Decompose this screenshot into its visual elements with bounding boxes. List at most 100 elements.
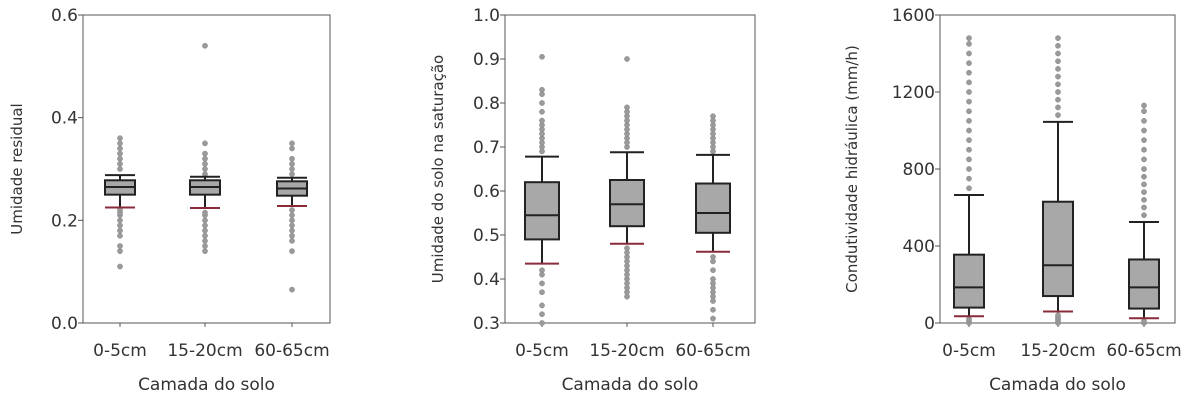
y-tick-label: 800 xyxy=(903,160,935,180)
y-tick-label: 1200 xyxy=(892,83,935,103)
outlier-point xyxy=(117,263,123,270)
outlier-point xyxy=(966,35,972,41)
outlier-point xyxy=(289,217,295,224)
outlier-point xyxy=(1141,118,1147,124)
outlier-point xyxy=(202,150,208,157)
outlier-point xyxy=(289,248,295,254)
outlier-point xyxy=(966,137,972,143)
outlier-point xyxy=(117,150,123,157)
x-tick-label: 60-65cm xyxy=(254,341,329,361)
y-tick-label: 0.3 xyxy=(473,314,500,334)
plot-frame xyxy=(504,14,756,324)
outlier-point xyxy=(202,238,208,244)
outlier-point xyxy=(117,232,123,239)
outlier-point xyxy=(966,185,972,192)
box-3-3 xyxy=(1128,102,1160,326)
outlier-point xyxy=(966,175,972,182)
outlier-point xyxy=(117,166,123,172)
box-3-1 xyxy=(953,35,985,326)
box-2-3 xyxy=(695,113,731,322)
outlier-point xyxy=(539,311,545,318)
outlier-point xyxy=(966,69,972,76)
outlier-point xyxy=(1055,81,1061,88)
y-tick-label: 0.4 xyxy=(51,109,78,129)
outlier-point xyxy=(539,86,545,93)
outlier-point xyxy=(1141,318,1147,324)
y-tick-label: 0.2 xyxy=(51,211,78,231)
outlier-point xyxy=(539,53,545,60)
chart-panel-3: 0 400 800 1200 1600 Condutividade hidráulica … xyxy=(843,6,1182,395)
outlier-point xyxy=(117,135,123,142)
outlier-point xyxy=(1141,204,1147,211)
x-tick-label: 15-20cm xyxy=(589,341,664,361)
outlier-point xyxy=(289,286,295,293)
outlier-point xyxy=(289,166,295,172)
outlier-point xyxy=(1141,212,1147,219)
outlier-point xyxy=(1055,104,1061,111)
outlier-point xyxy=(1055,50,1061,57)
outlier-point xyxy=(1055,89,1061,95)
outlier-point xyxy=(1055,96,1061,103)
outlier-point xyxy=(624,104,630,111)
outlier-point xyxy=(1141,156,1147,163)
outlier-point xyxy=(539,100,545,106)
outlier-point xyxy=(966,156,972,163)
outlier-point xyxy=(966,108,972,115)
outlier-point xyxy=(117,217,123,224)
y-tick-label: 0.5 xyxy=(473,226,500,246)
box-iqr xyxy=(524,181,560,241)
outlier-point xyxy=(1055,35,1061,41)
outlier-point xyxy=(966,166,972,172)
x-tick-label: 60-65cm xyxy=(675,341,750,361)
outlier-point xyxy=(289,238,295,244)
outlier-point xyxy=(539,117,545,124)
x-tick-label: 0-5cm xyxy=(942,341,996,361)
outlier-point xyxy=(117,140,123,147)
outlier-point xyxy=(710,254,716,260)
y-tick-label: 1.0 xyxy=(473,6,500,26)
outlier-point xyxy=(710,315,716,322)
outlier-point xyxy=(966,50,972,57)
outlier-point xyxy=(202,140,208,147)
outlier-point xyxy=(289,227,295,234)
outlier-point xyxy=(1141,166,1147,172)
outlier-point xyxy=(202,232,208,239)
outlier-point xyxy=(1141,108,1147,115)
outlier-point xyxy=(710,267,716,274)
outlier-point xyxy=(202,217,208,224)
x-tick-label: 60-65cm xyxy=(1106,341,1181,361)
outlier-point xyxy=(539,289,545,296)
outlier-point xyxy=(710,276,716,282)
outlier-point xyxy=(1141,189,1147,195)
y-tick-label: 0.8 xyxy=(473,94,500,114)
x-tick-label: 15-20cm xyxy=(1020,341,1095,361)
outlier-point xyxy=(1055,73,1061,80)
outlier-point xyxy=(710,113,716,120)
outlier-point xyxy=(1141,146,1147,153)
outlier-point xyxy=(117,145,123,152)
outlier-point xyxy=(966,146,972,153)
x-axis-label: Camada do solo xyxy=(989,375,1126,395)
outlier-point xyxy=(117,248,123,254)
outlier-point xyxy=(966,316,972,322)
box-iqr xyxy=(1042,200,1074,298)
box-1-3 xyxy=(276,140,308,293)
outlier-point xyxy=(202,155,208,162)
plot-frame xyxy=(82,14,331,324)
outlier-point xyxy=(539,320,545,326)
outlier-point xyxy=(539,280,545,287)
x-tick-label: 0-5cm xyxy=(93,341,147,361)
box-2-1 xyxy=(524,53,560,326)
outlier-point xyxy=(1055,42,1061,49)
box-3-2 xyxy=(1042,35,1074,326)
outlier-point xyxy=(1141,137,1147,143)
outlier-point xyxy=(117,243,123,249)
y-axis-label: Condutividade hidráulica (mm/h) xyxy=(843,45,861,293)
chart-panel-2: 0.3 0.4 0.5 0.6 0.7 0.8 0.9 1.0 Umidade do solo … xyxy=(429,6,756,395)
outlier-point xyxy=(1055,312,1061,319)
box-1-2 xyxy=(189,42,221,254)
outlier-point xyxy=(966,60,972,66)
outlier-point xyxy=(539,302,545,309)
outlier-point xyxy=(202,243,208,249)
